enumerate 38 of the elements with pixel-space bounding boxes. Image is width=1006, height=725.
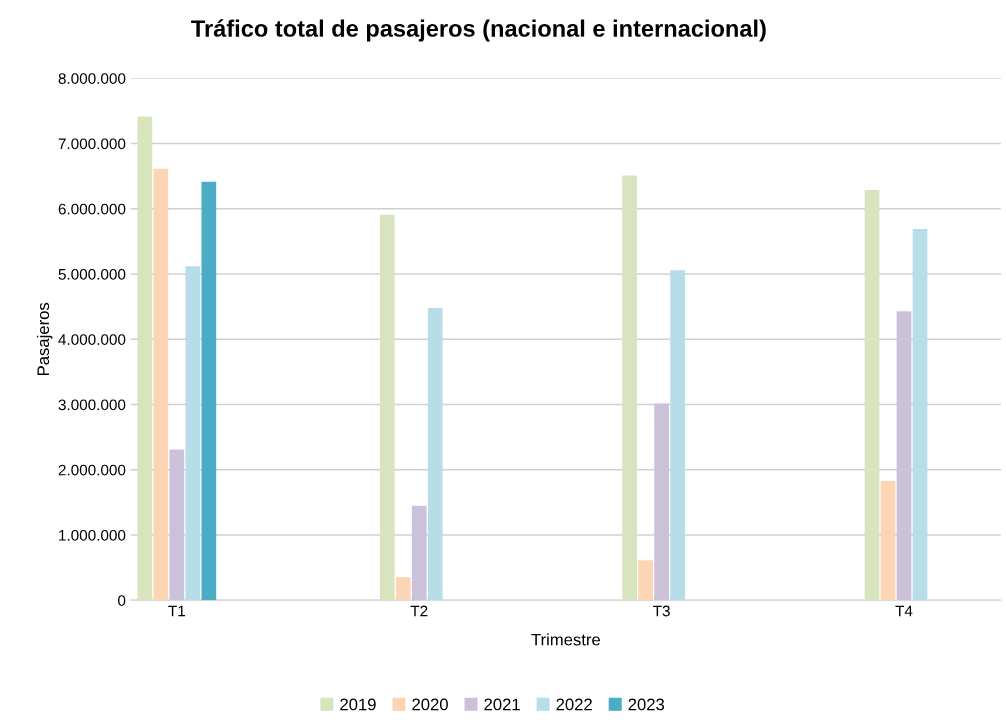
x-tick-label: T4 (895, 605, 913, 617)
x-tick-label: T2 (410, 605, 428, 617)
legend-label: 2019 (340, 698, 376, 711)
y-tick-label: 4.000.000 (58, 334, 126, 345)
x-tick-label: T3 (653, 605, 670, 617)
bar (638, 560, 653, 601)
bar (137, 116, 153, 601)
legend-label: 2023 (628, 698, 665, 711)
y-tick-label: 8.000.000 (58, 73, 126, 84)
x-tick-label: T1 (168, 605, 185, 617)
bar (395, 577, 411, 601)
legend-label: 2020 (412, 698, 448, 711)
legend-label: 2021 (484, 698, 520, 711)
legend-label: 2022 (556, 698, 592, 711)
y-tick-label: 2.000.000 (58, 464, 126, 476)
bar (880, 480, 896, 601)
bar (912, 229, 928, 601)
y-tick-label: 1.000.000 (59, 529, 126, 541)
y-tick-label: 0 (118, 595, 126, 606)
bar (411, 505, 427, 601)
bar (169, 449, 185, 601)
bar (185, 266, 201, 601)
bar (622, 175, 637, 601)
bar (864, 189, 880, 601)
y-tick-label: 7.000.000 (58, 138, 126, 150)
bar (153, 168, 169, 601)
y-tick-label: 5.000.000 (58, 268, 126, 280)
chart-title: Tráfico total de pasajeros (nacional e internacional) (191, 19, 766, 42)
y-axis-title: Pasajeros (36, 302, 53, 375)
bar (379, 214, 395, 601)
bar (427, 307, 443, 601)
y-tick-label: 6.000.000 (58, 203, 126, 215)
bar (896, 311, 912, 601)
x-axis-title: Trimestre (531, 633, 601, 646)
bar (201, 181, 217, 601)
bar (670, 270, 685, 601)
y-tick-label: 3.000.000 (58, 399, 126, 411)
bar (654, 403, 669, 601)
